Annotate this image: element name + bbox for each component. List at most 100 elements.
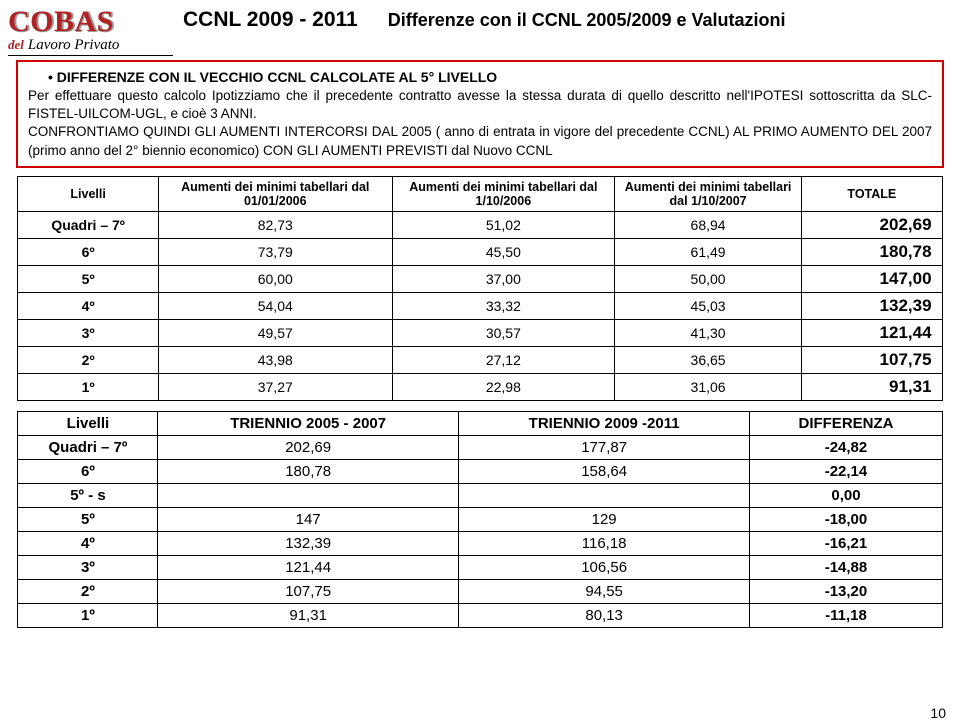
- t2-livello: 1º: [18, 603, 158, 627]
- t1-h-c1: Aumenti dei minimi tabellari dal 01/01/2…: [158, 176, 392, 211]
- table-row: 5º60,0037,0050,00147,00: [18, 265, 942, 292]
- table-row: 3º49,5730,5741,30121,44: [18, 319, 942, 346]
- t2-c1: 132,39: [158, 531, 458, 555]
- t1-livello: 5º: [18, 265, 158, 292]
- t1-livello: 6º: [18, 238, 158, 265]
- t1-c1: 82,73: [158, 211, 392, 238]
- t1-totale: 132,39: [802, 292, 942, 319]
- t1-totale: 121,44: [802, 319, 942, 346]
- t2-c2: 106,56: [458, 555, 750, 579]
- t1-c3: 45,03: [614, 292, 801, 319]
- t2-c1: 147: [158, 507, 458, 531]
- t1-c3: 50,00: [614, 265, 801, 292]
- table-row: 1º37,2722,9831,0691,31: [18, 373, 942, 400]
- t1-totale: 91,31: [802, 373, 942, 400]
- table-row: 1º91,3180,13-11,18: [18, 603, 942, 627]
- t1-c3: 41,30: [614, 319, 801, 346]
- t1-livello: 1º: [18, 373, 158, 400]
- box-line3: CONFRONTIAMO QUINDI GLI AUMENTI INTERCOR…: [28, 123, 932, 159]
- t1-c1: 49,57: [158, 319, 392, 346]
- table-row: 5º - s 0,00: [18, 483, 942, 507]
- t1-c1: 54,04: [158, 292, 392, 319]
- page-number: 10: [930, 705, 946, 721]
- t1-c2: 30,57: [392, 319, 614, 346]
- ccnl-title: CCNL 2009 - 2011: [183, 8, 358, 32]
- t1-livello: 3º: [18, 319, 158, 346]
- t2-h-c1: TRIENNIO 2005 - 2007: [158, 411, 458, 435]
- t2-diff: -18,00: [750, 507, 942, 531]
- t2-diff: -13,20: [750, 579, 942, 603]
- t2-c2: 94,55: [458, 579, 750, 603]
- t1-c1: 60,00: [158, 265, 392, 292]
- table-row: 2º43,9827,1236,65107,75: [18, 346, 942, 373]
- t2-c1: 91,31: [158, 603, 458, 627]
- logo-block: COBAS del Lavoro Privato: [8, 8, 173, 56]
- t2-c1: 180,78: [158, 459, 458, 483]
- t2-livello: 3º: [18, 555, 158, 579]
- t1-c2: 27,12: [392, 346, 614, 373]
- table-row: 6º180,78158,64-22,14: [18, 459, 942, 483]
- t1-c1: 43,98: [158, 346, 392, 373]
- diff-title: Differenze con il CCNL 2005/2009 e Valut…: [388, 10, 786, 31]
- t1-c1: 73,79: [158, 238, 392, 265]
- logo-cobas: COBAS: [8, 8, 173, 37]
- t2-livello: 4º: [18, 531, 158, 555]
- t2-c2: [458, 483, 750, 507]
- t2-livello: 5º: [18, 507, 158, 531]
- t2-h-livelli: Livelli: [18, 411, 158, 435]
- logo-lavoro: Lavoro Privato: [28, 37, 120, 54]
- t2-c1: 107,75: [158, 579, 458, 603]
- t2-c2: 129: [458, 507, 750, 531]
- table-row: Quadri – 7º202,69177,87-24,82: [18, 435, 942, 459]
- t2-diff: 0,00: [750, 483, 942, 507]
- t2-c2: 116,18: [458, 531, 750, 555]
- t2-livello: 5º - s: [18, 483, 158, 507]
- table-differenze: Livelli TRIENNIO 2005 - 2007 TRIENNIO 20…: [17, 411, 942, 628]
- t2-c1: 121,44: [158, 555, 458, 579]
- t1-h-c2: Aumenti dei minimi tabellari dal 1/10/20…: [392, 176, 614, 211]
- table-row: 4º132,39116,18-16,21: [18, 531, 942, 555]
- t1-totale: 202,69: [802, 211, 942, 238]
- t1-c2: 45,50: [392, 238, 614, 265]
- table-row: 3º121,44106,56-14,88: [18, 555, 942, 579]
- table-row: Quadri – 7º82,7351,0268,94202,69: [18, 211, 942, 238]
- t2-diff: -11,18: [750, 603, 942, 627]
- t1-totale: 107,75: [802, 346, 942, 373]
- t1-c2: 33,32: [392, 292, 614, 319]
- table-row: 5º147129-18,00: [18, 507, 942, 531]
- t1-c2: 51,02: [392, 211, 614, 238]
- t2-c2: 158,64: [458, 459, 750, 483]
- summary-box: DIFFERENZE CON IL VECCHIO CCNL CALCOLATE…: [16, 60, 944, 168]
- t2-diff: -24,82: [750, 435, 942, 459]
- t1-livello: 4º: [18, 292, 158, 319]
- t2-diff: -16,21: [750, 531, 942, 555]
- table-row: 4º54,0433,3245,03132,39: [18, 292, 942, 319]
- logo-del: del: [8, 38, 24, 52]
- t2-c2: 177,87: [458, 435, 750, 459]
- table-aumenti: Livelli Aumenti dei minimi tabellari dal…: [17, 176, 942, 401]
- t1-h-c3: Aumenti dei minimi tabellari dal 1/10/20…: [614, 176, 801, 211]
- table-row: 2º107,7594,55-13,20: [18, 579, 942, 603]
- t1-totale: 147,00: [802, 265, 942, 292]
- t2-c1: [158, 483, 458, 507]
- t1-c2: 22,98: [392, 373, 614, 400]
- t1-h-tot: TOTALE: [802, 176, 942, 211]
- t1-livello: Quadri – 7º: [18, 211, 158, 238]
- t2-livello: 6º: [18, 459, 158, 483]
- t1-c3: 68,94: [614, 211, 801, 238]
- t2-livello: Quadri – 7º: [18, 435, 158, 459]
- t2-diff: -14,88: [750, 555, 942, 579]
- t1-totale: 180,78: [802, 238, 942, 265]
- box-headline: DIFFERENZE CON IL VECCHIO CCNL CALCOLATE…: [57, 69, 497, 85]
- t2-h-c3: DIFFERENZA: [750, 411, 942, 435]
- t2-c1: 202,69: [158, 435, 458, 459]
- t2-livello: 2º: [18, 579, 158, 603]
- t1-c2: 37,00: [392, 265, 614, 292]
- table-row: 6º73,7945,5061,49180,78: [18, 238, 942, 265]
- t1-livello: 2º: [18, 346, 158, 373]
- t1-c3: 36,65: [614, 346, 801, 373]
- t1-c3: 31,06: [614, 373, 801, 400]
- t1-h-livelli: Livelli: [18, 176, 158, 211]
- t1-c3: 61,49: [614, 238, 801, 265]
- t2-c2: 80,13: [458, 603, 750, 627]
